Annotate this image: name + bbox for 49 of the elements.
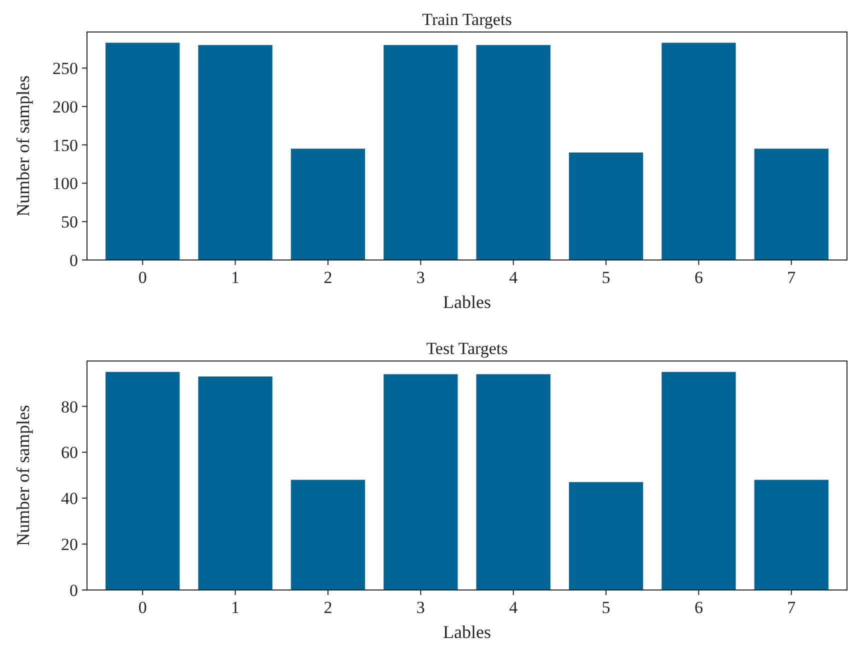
bar [198,376,272,590]
y-tick-label: 80 [61,397,78,416]
x-tick-label: 1 [231,268,240,287]
y-axis-title: Number of samples [13,405,33,546]
x-tick-label: 2 [324,268,332,287]
x-axis-title: Lables [443,292,491,312]
y-tick-label: 150 [52,136,78,155]
bar [384,45,458,260]
x-tick-label: 4 [509,268,518,287]
y-tick-label: 250 [52,59,78,78]
y-tick-label: 0 [70,580,78,600]
y-tick-label: 40 [61,489,78,508]
bar [290,480,366,590]
bar [106,42,180,260]
x-tick-label: 5 [602,598,610,617]
bar [476,45,550,260]
bar [106,372,180,590]
x-tick-label: 3 [416,598,425,617]
x-tick-label: 0 [138,268,147,287]
bar [568,482,644,590]
x-tick-label: 1 [231,598,240,617]
chart-title: Train Targets [422,10,512,29]
y-tick-label: 200 [52,97,78,116]
x-tick-label: 7 [787,598,796,617]
x-tick-label: 6 [694,598,703,617]
bar [384,374,458,590]
y-axis-title: Number of samples [13,76,33,216]
y-tick-label: 20 [61,535,78,554]
y-tick-label: 60 [61,443,78,462]
x-tick-label: 7 [787,268,796,287]
bar [476,374,550,590]
bar [754,148,828,260]
x-tick-label: 0 [138,598,147,617]
bar [568,152,644,260]
x-tick-label: 2 [324,598,332,617]
bar [290,148,366,260]
y-tick-label: 50 [61,212,78,232]
bar [754,480,828,590]
y-tick-label: 100 [52,174,78,194]
y-tick-label: 0 [70,250,78,270]
x-tick-label: 3 [416,268,425,287]
x-tick-label: 4 [509,598,518,617]
x-axis-title: Lables [443,622,491,642]
bar [662,372,736,590]
x-tick-label: 6 [694,268,703,287]
chart-title: Test Targets [426,339,508,358]
x-tick-label: 5 [602,268,610,287]
bar [662,42,736,260]
bar [198,45,272,260]
